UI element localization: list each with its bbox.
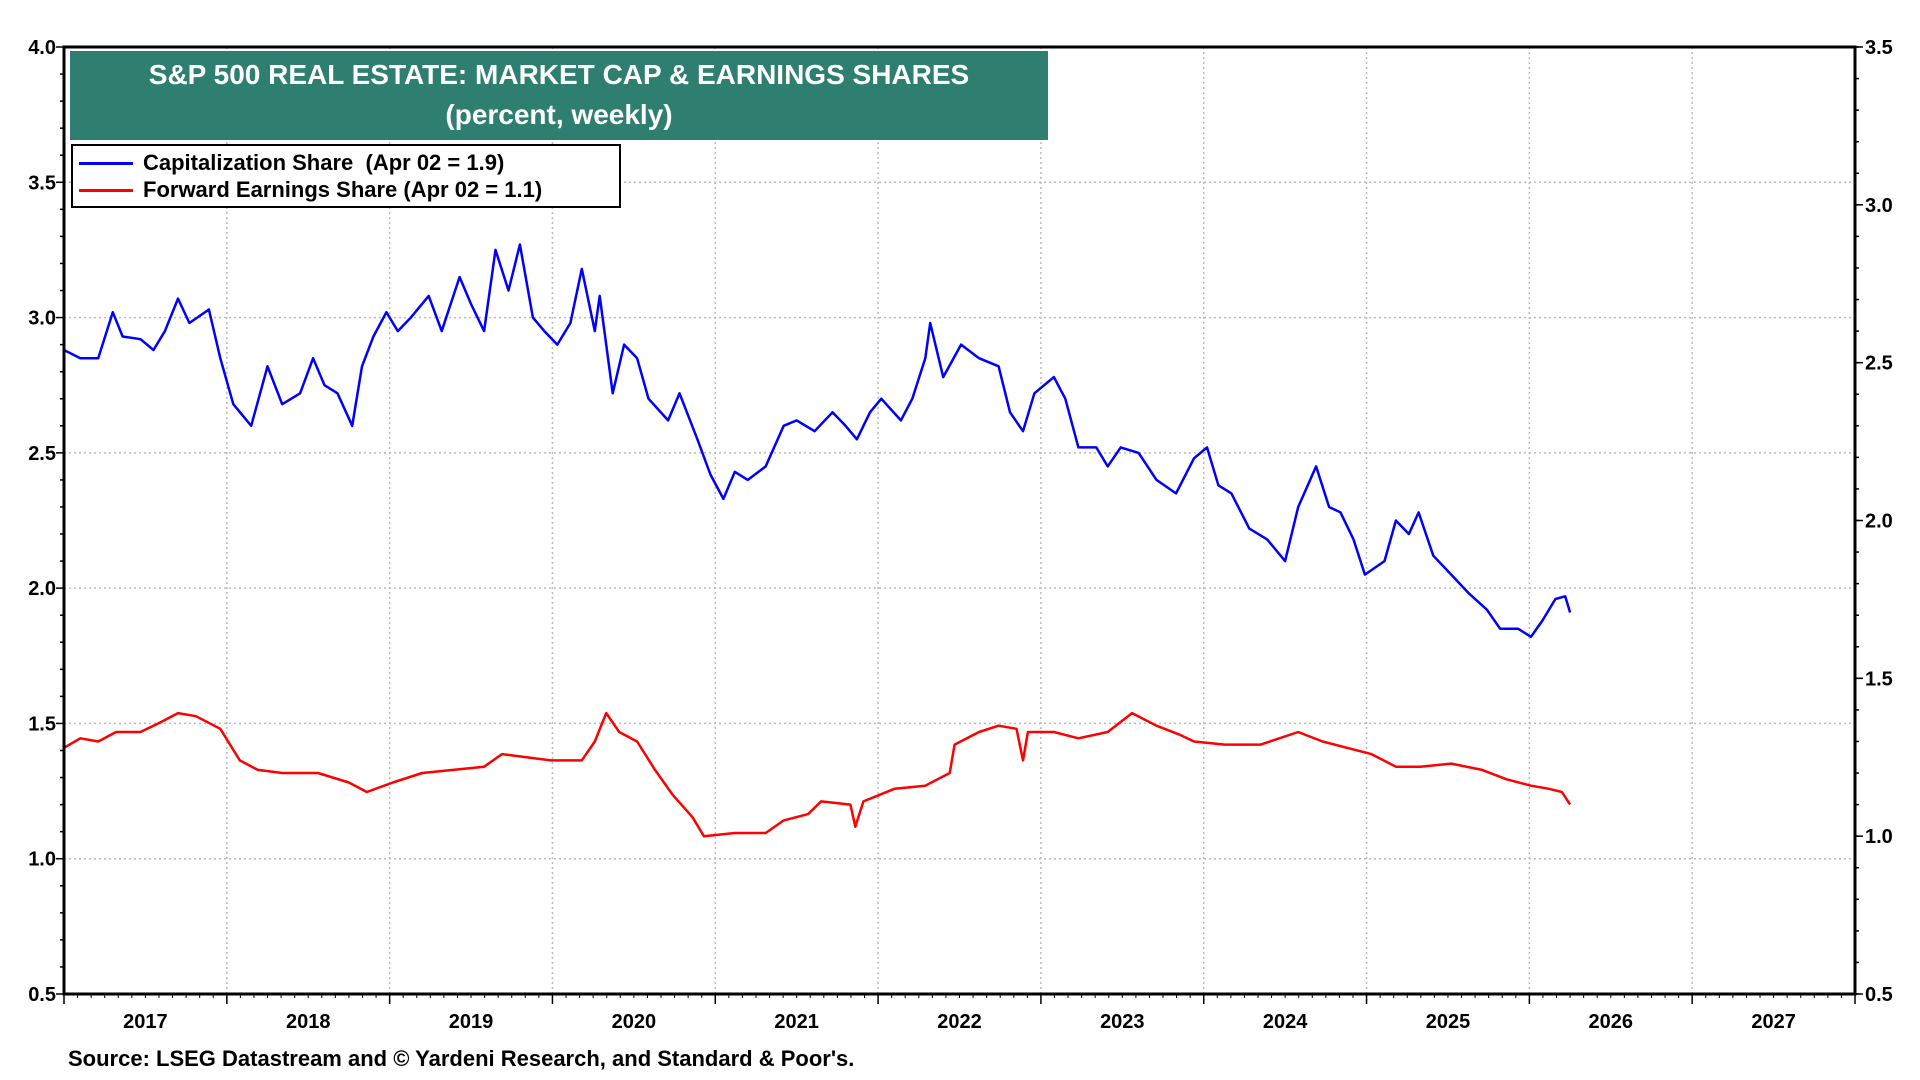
x-tick-label: 2022 [937, 1011, 982, 1033]
legend-swatch-red [79, 188, 133, 192]
x-tick-label: 2017 [123, 1011, 168, 1033]
x-tick-label: 2021 [774, 1011, 819, 1033]
x-tick-label: 2020 [612, 1011, 657, 1033]
legend-item-capitalization: Capitalization Share (Apr 02 = 1.9) [79, 150, 504, 176]
y-left-tick-label: 0.5 [28, 984, 56, 1006]
y-left-tick-label: 3.5 [28, 172, 56, 194]
chart-subtitle: (percent, weekly) [445, 99, 673, 130]
legend-item-forward-earnings: Forward Earnings Share (Apr 02 = 1.1) [79, 177, 542, 203]
legend: Capitalization Share (Apr 02 = 1.9) Forw… [71, 144, 621, 208]
x-tick-label: 2018 [286, 1011, 331, 1033]
source-note: Source: LSEG Datastream and © Yardeni Re… [68, 1046, 855, 1071]
x-tick-label: 2019 [449, 1011, 494, 1033]
x-tick-label: 2023 [1100, 1011, 1145, 1033]
y-left-tick-label: 4.0 [28, 37, 56, 59]
x-tick-label: 2024 [1263, 1011, 1308, 1033]
legend-swatch-blue [79, 161, 133, 165]
y-right-tick-label: 1.5 [1865, 668, 1893, 690]
y-right-tick-label: 2.0 [1865, 511, 1893, 533]
y-left-tick-label: 3.0 [28, 308, 56, 330]
y-left-tick-label: 1.5 [28, 713, 56, 735]
y-right-tick-label: 2.5 [1865, 353, 1893, 375]
y-left-tick-label: 2.5 [28, 443, 56, 465]
grid [64, 47, 1855, 994]
y-right-tick-label: 0.5 [1865, 984, 1893, 1006]
axes: 0.5 1.0 1.5 2.0 2.5 3.0 3.5 4.0 0.5 1.0 1.5 2.0 2.5 3… [28, 37, 1893, 1033]
series-line-capitalization-share [63, 243, 1572, 639]
y-right-tick-label: 3.5 [1865, 37, 1893, 59]
legend-label: Forward Earnings Share (Apr 02 = 1.1) [143, 177, 543, 202]
series-layer [63, 243, 1572, 838]
x-tick-label: 2026 [1589, 1011, 1634, 1033]
x-tick-label: 2027 [1751, 1011, 1796, 1033]
chart-title-box: S&P 500 REAL ESTATE: MARKET CAP & EARNIN… [70, 51, 1048, 140]
y-right-tick-label: 3.0 [1865, 195, 1893, 217]
x-tick-label: 2025 [1426, 1011, 1471, 1033]
y-left-tick-label: 1.0 [28, 849, 56, 871]
chart-title: S&P 500 REAL ESTATE: MARKET CAP & EARNIN… [148, 59, 970, 90]
y-left-tick-label: 2.0 [28, 578, 56, 600]
legend-label: Capitalization Share (Apr 02 = 1.9) [143, 150, 505, 175]
series-line-forward-earnings-share [63, 711, 1572, 838]
y-right-tick-label: 1.0 [1865, 826, 1893, 848]
